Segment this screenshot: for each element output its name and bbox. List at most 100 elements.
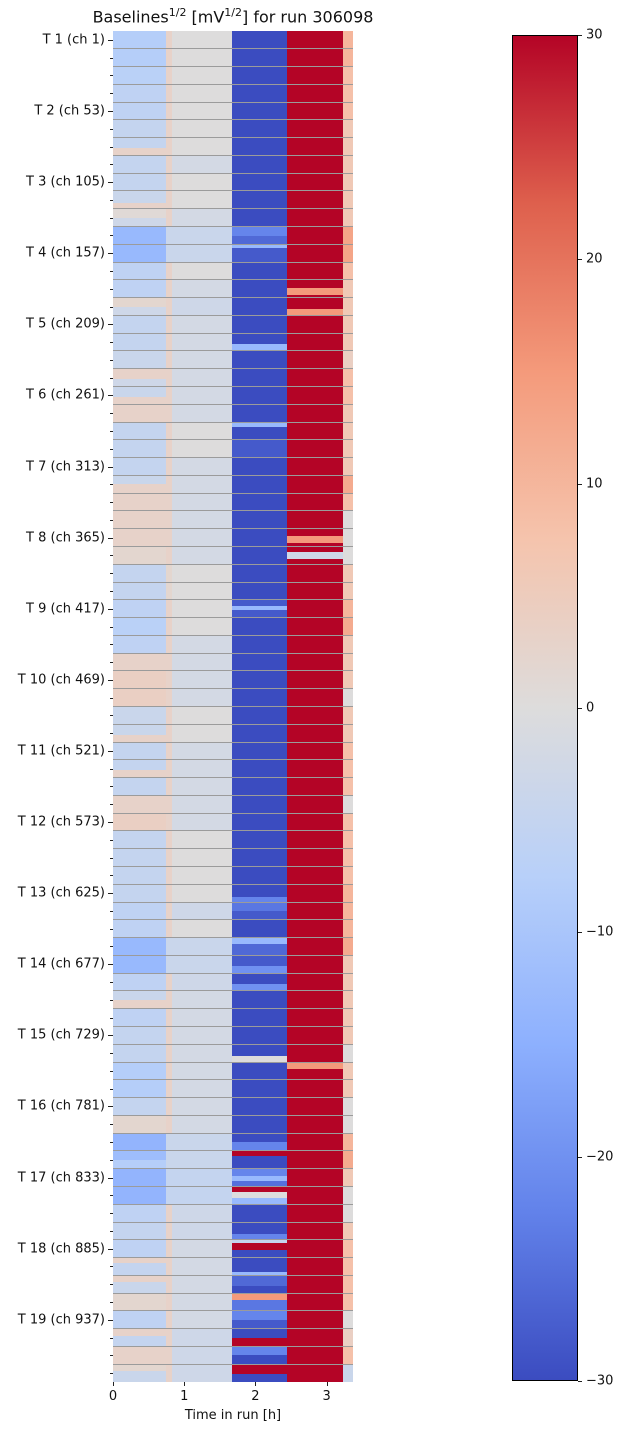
heatmap-cell-band: [231, 1191, 287, 1198]
heatmap-row: [113, 404, 353, 423]
heatmap-cell: [286, 1168, 344, 1187]
heatmap-cell: [166, 546, 172, 565]
heatmap-cell: [113, 102, 167, 120]
heatmap-cell: [113, 884, 167, 903]
row-gridline: [113, 48, 353, 50]
heatmap-cell: [286, 1346, 344, 1365]
heatmap-row: [113, 297, 353, 316]
row-gridline: [113, 279, 353, 281]
heatmap-cell-band: [231, 1055, 287, 1062]
heatmap-cell: [113, 564, 167, 583]
heatmap-cell-band: [113, 1335, 167, 1347]
heatmap-cell: [166, 1115, 172, 1134]
heatmap-row: [113, 1115, 353, 1134]
y-major-tick: [108, 1177, 113, 1179]
heatmap-cell: [113, 1346, 167, 1365]
heatmap-cell: [166, 350, 172, 369]
heatmap-cell: [231, 386, 287, 405]
y-minor-tick: [109, 928, 113, 930]
heatmap-cell: [166, 1186, 172, 1205]
heatmap-cell: [166, 1204, 172, 1222]
heatmap-cell-band: [231, 1175, 287, 1182]
heatmap-cell: [113, 31, 167, 49]
heatmap-cell: [113, 528, 167, 547]
row-gridline: [113, 1185, 353, 1187]
heatmap-cell: [286, 724, 344, 743]
y-tick-label: T 6 (ch 261): [26, 387, 105, 403]
heatmap-cell: [171, 173, 232, 191]
heatmap-cell: [231, 422, 287, 440]
heatmap: [113, 31, 353, 1382]
heatmap-cell: [166, 653, 172, 671]
heatmap-cell: [113, 244, 167, 263]
heatmap-cell: [343, 208, 353, 227]
heatmap-cell-band: [286, 558, 344, 565]
heatmap-row: [113, 422, 353, 440]
colorbar-tick-label: −20: [586, 1149, 614, 1165]
heatmap-cell-band: [231, 1285, 287, 1294]
heatmap-cell: [166, 31, 172, 49]
heatmap-cell: [343, 1257, 353, 1276]
heatmap-cell: [286, 706, 344, 725]
heatmap-cell: [286, 546, 344, 565]
heatmap-cell: [171, 1257, 232, 1276]
heatmap-cell: [286, 439, 344, 458]
heatmap-cell: [166, 777, 172, 796]
heatmap-cell-band: [286, 551, 344, 559]
heatmap-cell: [171, 955, 232, 974]
heatmap-cell: [166, 1062, 172, 1080]
heatmap-cell: [286, 422, 344, 440]
heatmap-cell: [231, 653, 287, 671]
y-minor-tick: [109, 484, 113, 486]
heatmap-cell: [286, 1079, 344, 1098]
heatmap-row: [113, 1346, 353, 1365]
y-minor-tick: [109, 697, 113, 699]
heatmap-cell: [286, 315, 344, 334]
heatmap-row: [113, 173, 353, 191]
heatmap-cell: [343, 386, 353, 405]
heatmap-cell: [171, 1364, 232, 1382]
heatmap-cell: [286, 1186, 344, 1205]
heatmap-cell: [343, 66, 353, 85]
x-tick: [326, 1382, 328, 1386]
heatmap-cell: [286, 208, 344, 227]
heatmap-cell: [231, 1062, 287, 1080]
heatmap-cell: [231, 1328, 287, 1347]
heatmap-cell: [171, 670, 232, 689]
heatmap-cell-band: [113, 386, 167, 398]
heatmap-cell-band: [231, 1186, 287, 1192]
heatmap-cell: [113, 1364, 167, 1382]
heatmap-cell: [343, 1097, 353, 1116]
heatmap-cell: [166, 1079, 172, 1098]
row-gridline: [113, 546, 353, 547]
heatmap-row: [113, 813, 353, 831]
heatmap-cell: [286, 688, 344, 707]
heatmap-cell: [113, 368, 167, 387]
heatmap-cell: [166, 226, 172, 245]
heatmap-cell: [113, 457, 167, 476]
y-tick-label: T 10 (ch 469): [17, 672, 105, 688]
row-gridline: [113, 563, 353, 565]
row-gridline: [113, 581, 353, 583]
colorbar-tick: [578, 1381, 582, 1382]
heatmap-cell: [171, 830, 232, 849]
heatmap-cell: [171, 84, 232, 103]
heatmap-cell: [286, 795, 344, 814]
heatmap-cell: [166, 724, 172, 743]
heatmap-cell: [166, 439, 172, 458]
row-gridline: [113, 1114, 353, 1116]
heatmap-cell: [343, 297, 353, 316]
heatmap-cell: [171, 315, 232, 334]
y-minor-tick: [109, 1159, 113, 1161]
heatmap-cell: [343, 315, 353, 334]
heatmap-cell-band: [231, 1355, 287, 1365]
y-minor-tick: [109, 288, 113, 290]
row-gridline: [113, 439, 353, 441]
y-minor-tick: [109, 1337, 113, 1339]
heatmap-cell: [166, 155, 172, 174]
heatmap-cell: [113, 1168, 167, 1187]
row-gridline: [113, 901, 353, 903]
heatmap-cell-band: [113, 1257, 167, 1263]
heatmap-cell-band: [113, 484, 167, 494]
y-minor-tick: [109, 1124, 113, 1126]
